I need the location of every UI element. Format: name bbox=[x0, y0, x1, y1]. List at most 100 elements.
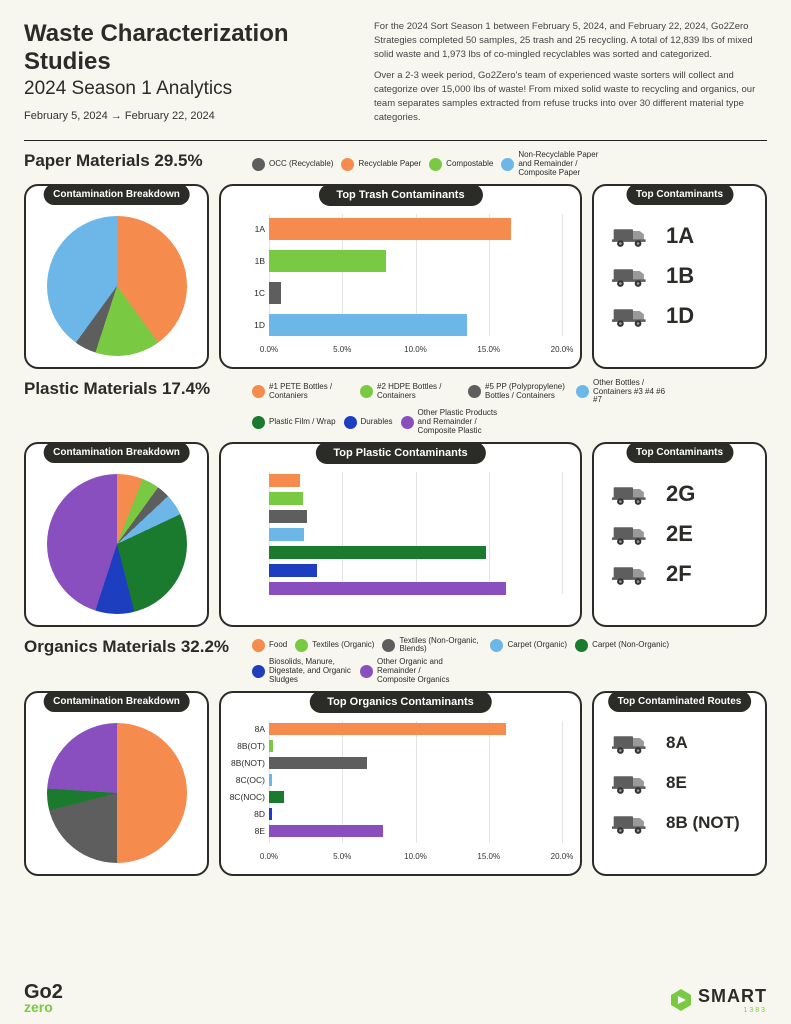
page-title: Waste Characterization Studies bbox=[24, 20, 354, 76]
bar bbox=[269, 774, 272, 786]
bar-row: 8B(NOT) bbox=[269, 757, 367, 769]
truck-icon bbox=[612, 560, 654, 588]
legend-label: #1 PETE Bottles / Contaniers bbox=[269, 383, 352, 401]
truck-icon bbox=[612, 222, 654, 250]
bar bbox=[269, 757, 367, 769]
page-footer: Go2 zero SMART 1383 bbox=[24, 983, 767, 1014]
panel-title-pill: Top Contaminants bbox=[626, 184, 733, 205]
legend-item: Textiles (Non-Organic, Blends) bbox=[382, 637, 482, 655]
bar bbox=[269, 564, 317, 577]
bar bbox=[269, 791, 284, 803]
truck-icon bbox=[612, 262, 654, 290]
legend-label: Biosolids, Manure, Digestate, and Organi… bbox=[269, 658, 352, 684]
bar-row: 1B bbox=[269, 250, 386, 272]
panel-title-pill: Top Contaminated Routes bbox=[608, 691, 752, 712]
page-subtitle: 2024 Season 1 Analytics bbox=[24, 78, 354, 100]
legend-item: Other Organic and Remainder / Composite … bbox=[360, 658, 460, 684]
legend: Food Textiles (Organic) Textiles (Non-Orga… bbox=[252, 637, 767, 685]
legend-swatch bbox=[341, 158, 354, 171]
header-description: For the 2024 Sort Season 1 between Febru… bbox=[374, 20, 767, 132]
legend-label: Textiles (Organic) bbox=[312, 641, 374, 650]
section-head: Organics Materials 32.2%FoodTextiles (Or… bbox=[24, 637, 767, 685]
panels-row: Contamination BreakdownTop Trash Contami… bbox=[24, 184, 767, 369]
legend-swatch bbox=[252, 665, 265, 678]
legend-swatch bbox=[429, 158, 442, 171]
bar-label: 1B bbox=[255, 256, 265, 266]
panel-title-pill: Top Plastic Contaminants bbox=[315, 442, 485, 464]
top-contaminant-item: 8A bbox=[612, 729, 747, 757]
x-axis-label: 10.0% bbox=[404, 852, 427, 861]
legend-swatch bbox=[360, 665, 373, 678]
bar-row: 8E bbox=[269, 825, 383, 837]
bar-row bbox=[269, 528, 304, 541]
legend-item: Textiles (Organic) bbox=[295, 639, 374, 652]
x-axis-label: 5.0% bbox=[333, 345, 351, 354]
bar-label: 8C(NOC) bbox=[230, 792, 265, 802]
go2zero-logo: Go2 zero bbox=[24, 983, 63, 1014]
material-section: Paper Materials 29.5%OCC (Recyclable)Rec… bbox=[24, 151, 767, 368]
top-contaminant-item: 1D bbox=[612, 302, 747, 330]
top-contaminant-label: 1A bbox=[666, 224, 694, 247]
bar-chart bbox=[269, 472, 562, 612]
bar-row bbox=[269, 546, 486, 559]
bar bbox=[269, 808, 272, 820]
bar bbox=[269, 510, 307, 523]
legend-swatch bbox=[344, 416, 357, 429]
bar bbox=[269, 218, 511, 240]
legend-item: Durables bbox=[344, 416, 393, 429]
legend-swatch bbox=[252, 416, 265, 429]
bar-row: 8D bbox=[269, 808, 272, 820]
legend-label: #5 PP (Polypropylene) Bottles / Containe… bbox=[485, 383, 568, 401]
legend-swatch bbox=[575, 639, 588, 652]
pie-panel: Contamination Breakdown bbox=[24, 184, 209, 369]
truck-icon bbox=[612, 809, 654, 837]
bar bbox=[269, 282, 281, 304]
truck-icon bbox=[612, 729, 654, 757]
panels-row: Contamination BreakdownTop Plastic Conta… bbox=[24, 442, 767, 627]
legend: #1 PETE Bottles / Contaniers #2 HDPE Bott… bbox=[252, 379, 767, 436]
legend-label: Compostable bbox=[446, 160, 493, 169]
x-axis-label: 20.0% bbox=[551, 852, 574, 861]
legend-swatch bbox=[252, 639, 265, 652]
bar-label: 8D bbox=[254, 809, 265, 819]
bar-row: 1C bbox=[269, 282, 281, 304]
bar-row: 8A bbox=[269, 723, 506, 735]
bar-row bbox=[269, 492, 303, 505]
x-axis-label: 0.0% bbox=[260, 345, 278, 354]
top-contaminant-item: 8E bbox=[612, 769, 747, 797]
pie-panel: Contamination Breakdown bbox=[24, 691, 209, 876]
legend-item: Compostable bbox=[429, 158, 493, 171]
bar bbox=[269, 546, 486, 559]
section-head: Paper Materials 29.5%OCC (Recyclable)Rec… bbox=[24, 151, 767, 177]
bar-row bbox=[269, 582, 506, 595]
legend-label: Food bbox=[269, 641, 287, 650]
bar-chart: 0.0%5.0%10.0%15.0%20.0%8A8B(OT)8B(NOT)8C… bbox=[269, 721, 562, 861]
legend-swatch bbox=[401, 416, 414, 429]
bar-row: 8C(NOC) bbox=[269, 791, 284, 803]
legend-item: #2 HDPE Bottles / Containers bbox=[360, 383, 460, 401]
bar-row: 1D bbox=[269, 314, 467, 336]
legend-item: Other Bottles / Containers #3 #4 #6 #7 bbox=[576, 379, 676, 405]
legend: OCC (Recyclable)Recyclable PaperComposta… bbox=[252, 151, 767, 177]
bar-panel: Top Plastic Contaminants bbox=[219, 442, 582, 627]
top-contaminant-item: 8B (NOT) bbox=[612, 809, 747, 837]
x-axis-label: 5.0% bbox=[333, 852, 351, 861]
bar-label: 8A bbox=[255, 724, 265, 734]
bar bbox=[269, 825, 383, 837]
legend-item: Plastic Film / Wrap bbox=[252, 416, 336, 429]
bar-label: 8B(NOT) bbox=[231, 758, 265, 768]
bar bbox=[269, 492, 303, 505]
bar-row: 8B(OT) bbox=[269, 740, 273, 752]
gridline bbox=[416, 721, 417, 843]
top-contaminant-label: 8B (NOT) bbox=[666, 814, 740, 832]
bar bbox=[269, 474, 300, 487]
legend-swatch bbox=[468, 385, 481, 398]
top-contaminant-item: 1B bbox=[612, 262, 747, 290]
truck-icon bbox=[612, 302, 654, 330]
legend-label: Carpet (Organic) bbox=[507, 641, 567, 650]
top-contaminants-list: 8A 8E 8B (NOT) bbox=[602, 715, 757, 837]
bar-label: 8C(OC) bbox=[236, 775, 265, 785]
legend-item: Food bbox=[252, 639, 287, 652]
legend-item: Non-Recyclable Paper and Remainder / Com… bbox=[501, 151, 601, 177]
bar-row bbox=[269, 474, 300, 487]
